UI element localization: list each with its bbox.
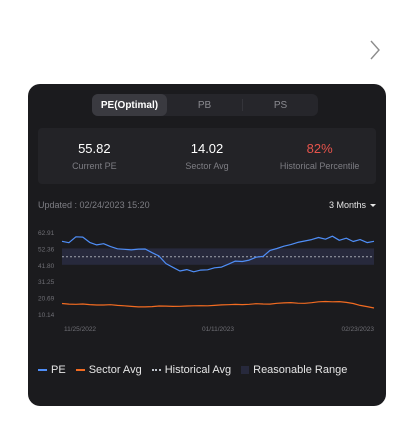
stat-sector-avg: 14.02 Sector Avg <box>151 128 264 184</box>
updated-timestamp: Updated : 02/24/2023 15:20 <box>38 200 150 210</box>
legend-pe: PE <box>38 364 66 376</box>
historical-percentile-label: Historical Percentile <box>279 161 360 171</box>
x-tick-label: 02/23/2023 <box>341 326 374 333</box>
caret-down-icon <box>370 203 376 207</box>
valuation-card: PE(Optimal) PB PS 55.82 Current PE 14.02… <box>28 84 386 406</box>
legend-reasonable-range: Reasonable Range <box>241 364 347 376</box>
tab-ps[interactable]: PS <box>273 99 288 111</box>
current-pe-label: Current PE <box>72 161 117 171</box>
legend-historical-avg-swatch <box>151 369 161 371</box>
sector-avg-label: Sector Avg <box>185 161 229 171</box>
chevron-right-icon[interactable] <box>366 38 384 62</box>
legend-reasonable-range-swatch <box>241 366 250 374</box>
legend-pe-swatch <box>38 369 47 371</box>
legend-historical-avg-label: Historical Avg <box>164 364 232 376</box>
legend-historical-avg: Historical Avg <box>151 364 232 376</box>
stat-current-pe: 55.82 Current PE <box>38 128 151 184</box>
legend-sector-avg: Sector Avg <box>75 364 142 376</box>
y-tick-label: 20.69 <box>38 296 55 303</box>
chart-legend: PE Sector Avg Historical Avg Reasonable … <box>38 364 347 376</box>
range-selector-label: 3 Months <box>328 200 366 210</box>
stats-panel: 55.82 Current PE 14.02 Sector Avg 82% Hi… <box>38 128 376 184</box>
x-tick-label: 11/25/2022 <box>64 326 96 333</box>
legend-sector-avg-label: Sector Avg <box>88 364 142 376</box>
tab-divider <box>242 99 243 111</box>
historical-percentile-value: 82% <box>306 141 333 156</box>
stat-historical-percentile: 82% Historical Percentile <box>263 128 376 184</box>
sector-avg-value: 14.02 <box>190 141 224 156</box>
current-pe-value: 55.82 <box>78 141 111 156</box>
legend-sector-avg-swatch <box>75 369 85 371</box>
y-tick-label: 62.91 <box>38 230 55 237</box>
pe-series-line <box>61 235 375 273</box>
y-tick-label: 31.25 <box>38 279 55 286</box>
metric-tabs: PE(Optimal) PB PS <box>92 94 318 116</box>
tab-pb[interactable]: PB <box>197 99 212 111</box>
legend-pe-label: PE <box>51 364 66 376</box>
y-tick-label: 10.14 <box>38 312 55 319</box>
y-tick-label: 41.80 <box>38 263 55 270</box>
y-tick-label: 52.36 <box>38 246 55 253</box>
pe-chart: 62.91 52.36 41.80 31.25 20.69 10.14 11/25/2022… <box>38 230 375 333</box>
sector-avg-series-line <box>61 300 375 309</box>
x-tick-label: 01/11/2023 <box>202 326 234 333</box>
legend-reasonable-range-label: Reasonable Range <box>253 364 348 376</box>
range-selector[interactable]: 3 Months <box>329 200 376 210</box>
tab-pe[interactable]: PE(Optimal) <box>92 94 167 116</box>
